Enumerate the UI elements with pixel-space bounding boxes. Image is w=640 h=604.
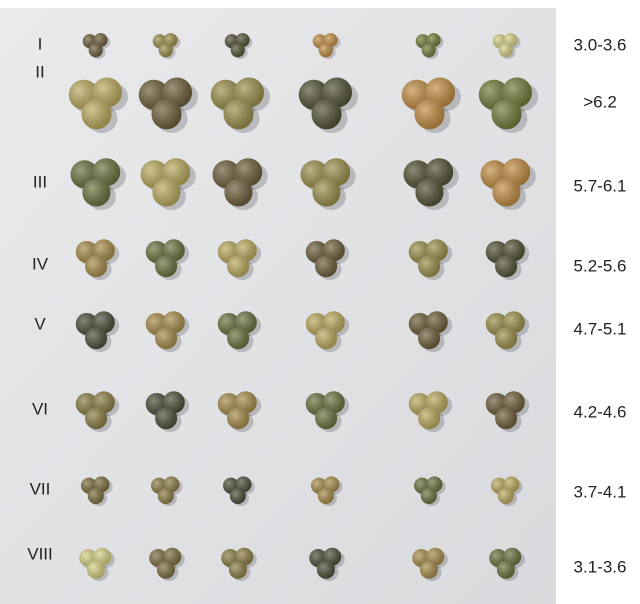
seed-highlight: [157, 561, 175, 579]
seed-highlight: [495, 255, 517, 277]
seed-highlight: [418, 255, 440, 277]
seed-highlight: [230, 488, 246, 504]
seed-highlight: [420, 561, 438, 579]
seed-highlight: [227, 407, 249, 429]
row-label: VIII: [27, 544, 53, 563]
seed-highlight: [312, 179, 340, 207]
seed-highlight: [418, 327, 440, 349]
row-label: VI: [32, 399, 48, 418]
size-range: 5.7-6.1: [574, 176, 627, 195]
seed-highlight: [498, 488, 514, 504]
row-label: IV: [32, 254, 49, 273]
seed-highlight: [82, 179, 110, 207]
seed-highlight: [155, 407, 177, 429]
size-range: 4.2-4.6: [574, 402, 627, 421]
size-range: 5.2-5.6: [574, 256, 627, 275]
seed-highlight: [415, 99, 445, 129]
seed-highlight: [88, 488, 104, 504]
seed-highlight: [229, 561, 247, 579]
seed-highlight: [85, 255, 107, 277]
seed-highlight: [312, 99, 342, 129]
seed-highlight: [315, 407, 337, 429]
row-label: III: [33, 172, 47, 191]
seed-highlight: [82, 99, 112, 129]
seed-highlight: [158, 488, 174, 504]
seed-highlight: [495, 327, 517, 349]
seed-highlight: [85, 327, 107, 349]
size-range: 4.7-5.1: [574, 319, 627, 338]
size-range: >6.2: [583, 92, 617, 111]
seed-highlight: [224, 179, 252, 207]
seed-highlight: [497, 561, 515, 579]
seed-highlight: [87, 561, 105, 579]
seed-highlight: [319, 43, 333, 57]
seed-highlight: [418, 407, 440, 429]
seed-highlight: [422, 43, 436, 57]
seed-highlight: [231, 43, 245, 57]
seed-highlight: [152, 99, 182, 129]
seed-highlight: [495, 407, 517, 429]
seed-highlight: [415, 179, 443, 207]
seed-highlight: [421, 488, 437, 504]
seed-highlight: [85, 407, 107, 429]
row-label: II: [35, 62, 44, 81]
seed-highlight: [152, 179, 180, 207]
row-label: I: [38, 34, 43, 53]
seed-highlight: [315, 327, 337, 349]
size-range: 3.1-3.6: [574, 557, 627, 576]
seed-highlight: [227, 327, 249, 349]
seed-highlight: [492, 99, 522, 129]
seed-highlight: [227, 255, 249, 277]
seed-highlight: [159, 43, 173, 57]
size-range: 3.0-3.6: [574, 35, 627, 54]
seed-highlight: [224, 99, 254, 129]
page: I 3.0-3.6 II >6.2 III 5.7-6.1 IV 5.2-5.6 V 4.7-5.…: [0, 0, 640, 604]
seed-highlight: [155, 255, 177, 277]
seed-highlight: [499, 43, 513, 57]
size-range: 3.7-4.1: [574, 482, 627, 501]
seed-highlight: [318, 488, 334, 504]
seed-highlight: [89, 43, 103, 57]
row-label: V: [34, 314, 46, 333]
seed-highlight: [317, 561, 335, 579]
seed-highlight: [492, 179, 520, 207]
seed-highlight: [155, 327, 177, 349]
photo: I 3.0-3.6 II >6.2 III 5.7-6.1 IV 5.2-5.6 V 4.7-5.…: [0, 0, 640, 604]
row-label: VII: [30, 479, 51, 498]
seed-highlight: [315, 255, 337, 277]
